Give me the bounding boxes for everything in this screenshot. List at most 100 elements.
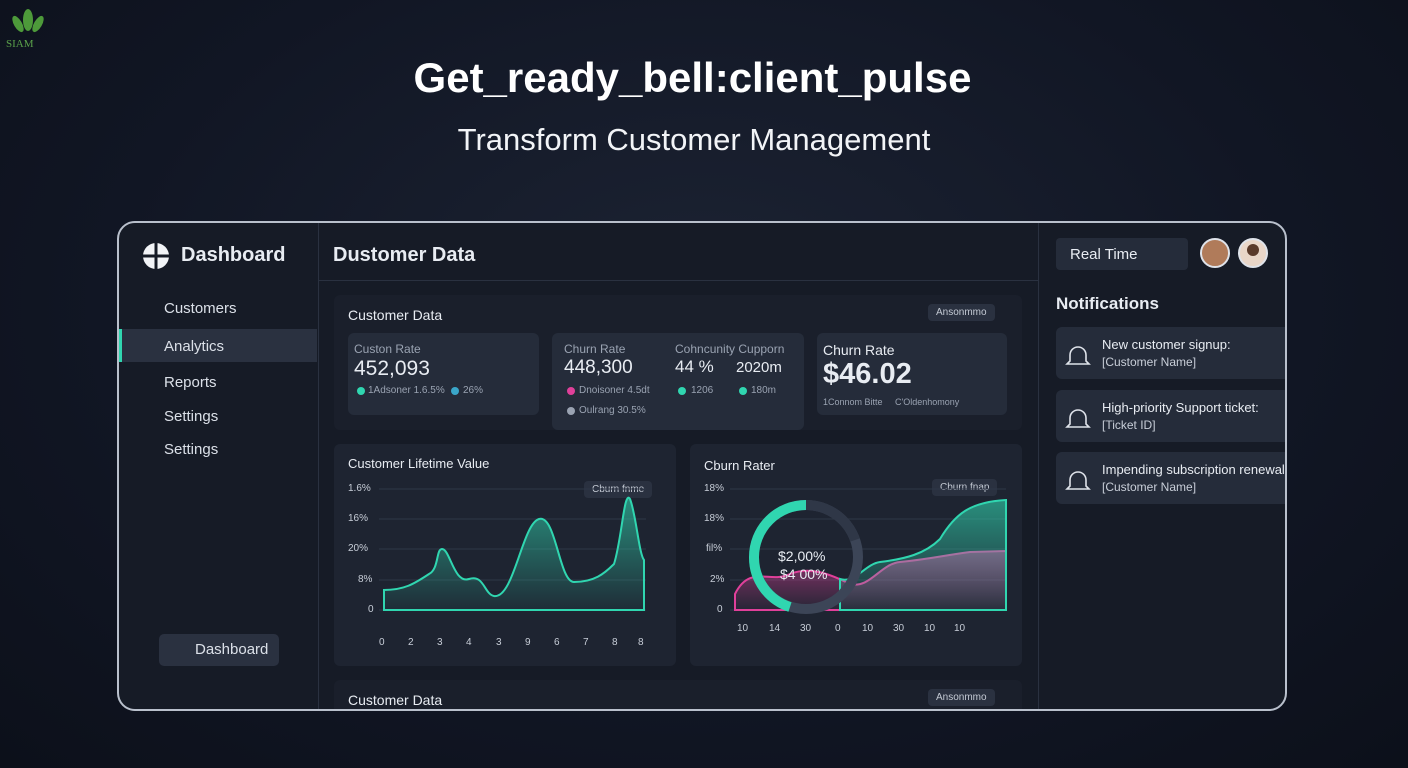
- bell-icons: [1065, 346, 1091, 490]
- x-tick-label: 0: [835, 623, 841, 634]
- circle-shape: [678, 387, 686, 395]
- x-tick-label: 3: [437, 637, 443, 648]
- x-tick-label: 30: [800, 623, 812, 634]
- notification[interactable]: Impending subscription renewal: [Custome…: [1056, 452, 1287, 504]
- logo-icon: [12, 9, 44, 33]
- stat-value: 448,300: [564, 357, 633, 378]
- stat-legend: 180m: [751, 385, 777, 396]
- nav-item[interactable]: Analytics: [164, 338, 225, 355]
- nav-item[interactable]: Settings: [164, 441, 219, 458]
- stat-legend: 1Connom Bitte: [823, 397, 883, 407]
- path-shape: [839, 498, 1007, 611]
- chart-plot: [730, 488, 1007, 614]
- donut-label: $4 00%: [780, 566, 828, 582]
- chart-button[interactable]: Cburn fnap: [932, 479, 998, 496]
- stat-value: 452,093: [354, 357, 430, 380]
- path-shape: [1065, 471, 1091, 490]
- stat-legend: C'Oldenhomony: [895, 397, 960, 407]
- x-tick-label: 10: [737, 623, 749, 634]
- stat-card: Churn Rate $46.02 1Connom Bitte C'Oldenh…: [817, 333, 1007, 415]
- x-tick-label: 0: [379, 637, 385, 648]
- y-tick-label: fil%: [706, 543, 723, 554]
- sidebar-button-bg[interactable]: [159, 634, 279, 666]
- y-tick-label: 2%: [710, 574, 725, 585]
- circle-shape: [739, 387, 747, 395]
- notification[interactable]: New customer signup: [Customer Name]: [1056, 327, 1285, 379]
- bottom-panel: Customer Data Ansonmmo: [334, 680, 1022, 709]
- nav-item[interactable]: Customers: [164, 300, 237, 317]
- notification-detail: [Customer Name]: [1102, 480, 1197, 494]
- stat-label: Custon Rate: [354, 342, 421, 356]
- sidebar-button[interactable]: Dashboard: [195, 641, 269, 658]
- panel-button[interactable]: Ansonmmo: [928, 689, 995, 706]
- stat-value: 2020m: [736, 359, 782, 376]
- y-tick-label: 18%: [704, 483, 725, 494]
- y-tick-label: 0: [717, 604, 723, 615]
- tab[interactable]: Real Time: [1070, 246, 1138, 263]
- circle-shape: [451, 387, 459, 395]
- chart-title: Cburn Rater: [704, 458, 775, 473]
- app-frame: Dashboard Customers Analytics Reports Se…: [117, 221, 1287, 711]
- y-tick-label: 20%: [348, 543, 369, 554]
- notifications-title: Notifications: [1056, 294, 1159, 313]
- x-tick-label: 2: [408, 637, 414, 648]
- y-tick-label: 16%: [348, 513, 369, 524]
- x-tick-label: 3: [496, 637, 502, 648]
- legend-dots: [357, 387, 747, 415]
- path-shape: [805, 500, 860, 542]
- divider: [318, 280, 1038, 281]
- path-shape: [383, 496, 645, 611]
- circle-shape: [567, 407, 575, 415]
- nav-active: [119, 329, 317, 362]
- stat-legend: Dnoisoner 4.5dt: [579, 385, 650, 396]
- ellipse-shape: [32, 15, 44, 33]
- panel-title: Customer Data: [348, 307, 443, 323]
- x-tick-label: 10: [862, 623, 874, 634]
- notification-detail: [Customer Name]: [1102, 355, 1197, 369]
- stat-card: Custon Rate 452,093 1Adsoner 1.6.5% 26%: [348, 333, 539, 415]
- chart-card: Cburn Rater Cburn fnap $2,00% $4 00% 18%…: [690, 444, 1022, 666]
- stat-label: Cohncunity Cupporn: [675, 342, 785, 356]
- x-tick-label: 8: [612, 637, 618, 648]
- stat-value: $46.02: [823, 358, 912, 390]
- y-tick-label: 8%: [358, 574, 373, 585]
- brand-icon: [143, 243, 169, 269]
- tab-bg[interactable]: [1056, 238, 1188, 270]
- nav-item[interactable]: Reports: [164, 374, 217, 391]
- circle-shape: [567, 387, 575, 395]
- x-tick-label: 14: [769, 623, 781, 634]
- x-tick-label: 8: [638, 637, 644, 648]
- path-shape: [1065, 346, 1091, 365]
- avatars: [1200, 238, 1268, 268]
- stat-legend: 1206: [691, 385, 714, 396]
- notification-text: New customer signup:: [1102, 337, 1231, 352]
- ellipse-shape: [23, 9, 33, 31]
- circle-shape: [1247, 244, 1259, 256]
- ellipse-shape: [12, 15, 24, 33]
- x-tick-label: 7: [583, 637, 589, 648]
- x-tick-label: 10: [924, 623, 936, 634]
- logo-text: SIAM: [6, 38, 34, 50]
- panel: Customer Data Ansonmmo Custon Rate 452,0…: [334, 295, 1022, 430]
- x-tick-label: 6: [554, 637, 560, 648]
- g-shape: [1065, 346, 1091, 490]
- x-tick-label: 4: [466, 637, 472, 648]
- main-title: Dustomer Data: [333, 244, 476, 266]
- stat-card: Churn Rate 448,300 Dnoisoner 4.5dt Oulra…: [552, 333, 804, 430]
- stat-value: 44 %: [675, 357, 714, 376]
- subtitle: Transform Customer Management: [457, 122, 931, 157]
- chart-title: Customer Lifetime Value: [348, 456, 490, 471]
- y-tick-label: 0: [368, 604, 374, 615]
- notification-text: Impending subscription renewal:: [1102, 462, 1287, 477]
- chart-card: Customer Lifetime Value Cburn fnme 1.6% …: [334, 444, 676, 666]
- stat-legend: 26%: [463, 385, 484, 396]
- x-tick-label: 10: [954, 623, 966, 634]
- panel-button[interactable]: Ansonmmo: [928, 304, 995, 321]
- notification-text: High-priority Support ticket:: [1102, 400, 1259, 415]
- notification[interactable]: High-priority Support ticket: [Ticket ID…: [1056, 390, 1285, 442]
- g-shape: [12, 9, 44, 33]
- brand: Dashboard: [181, 244, 286, 266]
- nav-item[interactable]: Settings: [164, 408, 219, 425]
- y-tick-label: 18%: [704, 513, 725, 524]
